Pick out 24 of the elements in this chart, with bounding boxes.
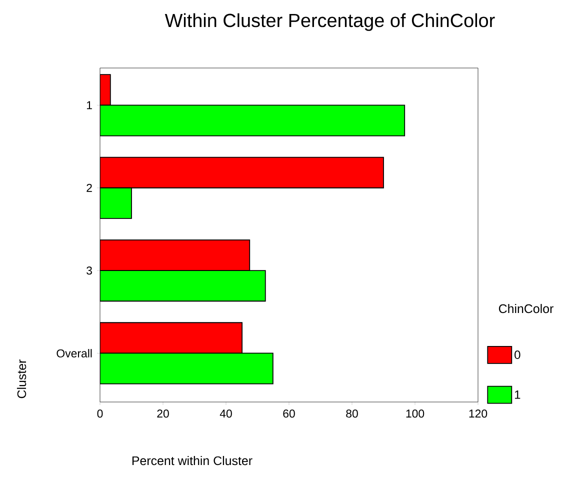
bar [100, 322, 243, 354]
bar [100, 156, 384, 188]
bar [100, 104, 406, 136]
legend-label: 1 [514, 390, 520, 399]
chart-title: Within Cluster Percentage of ChinColor [164, 13, 495, 31]
x-axis-title: Percent within Cluster [132, 456, 252, 466]
bar [100, 352, 274, 384]
y-axis-title: Cluster [16, 359, 26, 398]
x-tick-label: 80 [346, 410, 358, 418]
y-tick-label: Overall [56, 349, 92, 358]
legend-label: 0 [514, 350, 520, 359]
x-tick-label: 60 [283, 410, 295, 418]
x-tick-label: 0 [97, 410, 103, 418]
x-tick-label: 20 [157, 410, 169, 418]
x-tick-label: 100 [406, 410, 424, 418]
x-tick-label: 40 [220, 410, 232, 418]
legend-title: ChinColor [498, 304, 554, 314]
y-tick-label: 2 [86, 184, 92, 192]
bar [100, 187, 132, 219]
x-tick-label: 120 [469, 410, 488, 418]
bar [100, 270, 266, 302]
y-tick-label: 3 [86, 266, 92, 275]
bar [100, 240, 250, 271]
y-tick-label: 1 [86, 101, 92, 110]
